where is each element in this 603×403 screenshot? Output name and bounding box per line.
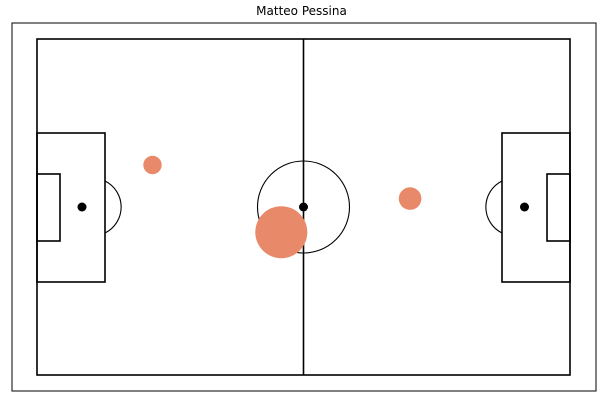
scatter-point [143, 155, 162, 175]
axes-frame [11, 22, 597, 392]
scatter-point [398, 187, 422, 210]
scatter-point [255, 206, 308, 259]
left-penalty-spot [77, 202, 87, 212]
chart-title: Matteo Pessina [256, 4, 347, 18]
pitch-lines [36, 38, 571, 376]
center-circle [256, 160, 351, 254]
right-six-yard-box [546, 173, 571, 242]
left-penalty-arc [104, 180, 122, 234]
left-penalty-area [36, 132, 106, 283]
right-penalty-area [501, 132, 571, 283]
left-six-yard-box [36, 173, 61, 242]
right-penalty-spot [520, 202, 529, 212]
center-spot [299, 202, 308, 212]
right-penalty-arc [485, 180, 503, 234]
scatter-points [143, 155, 422, 259]
